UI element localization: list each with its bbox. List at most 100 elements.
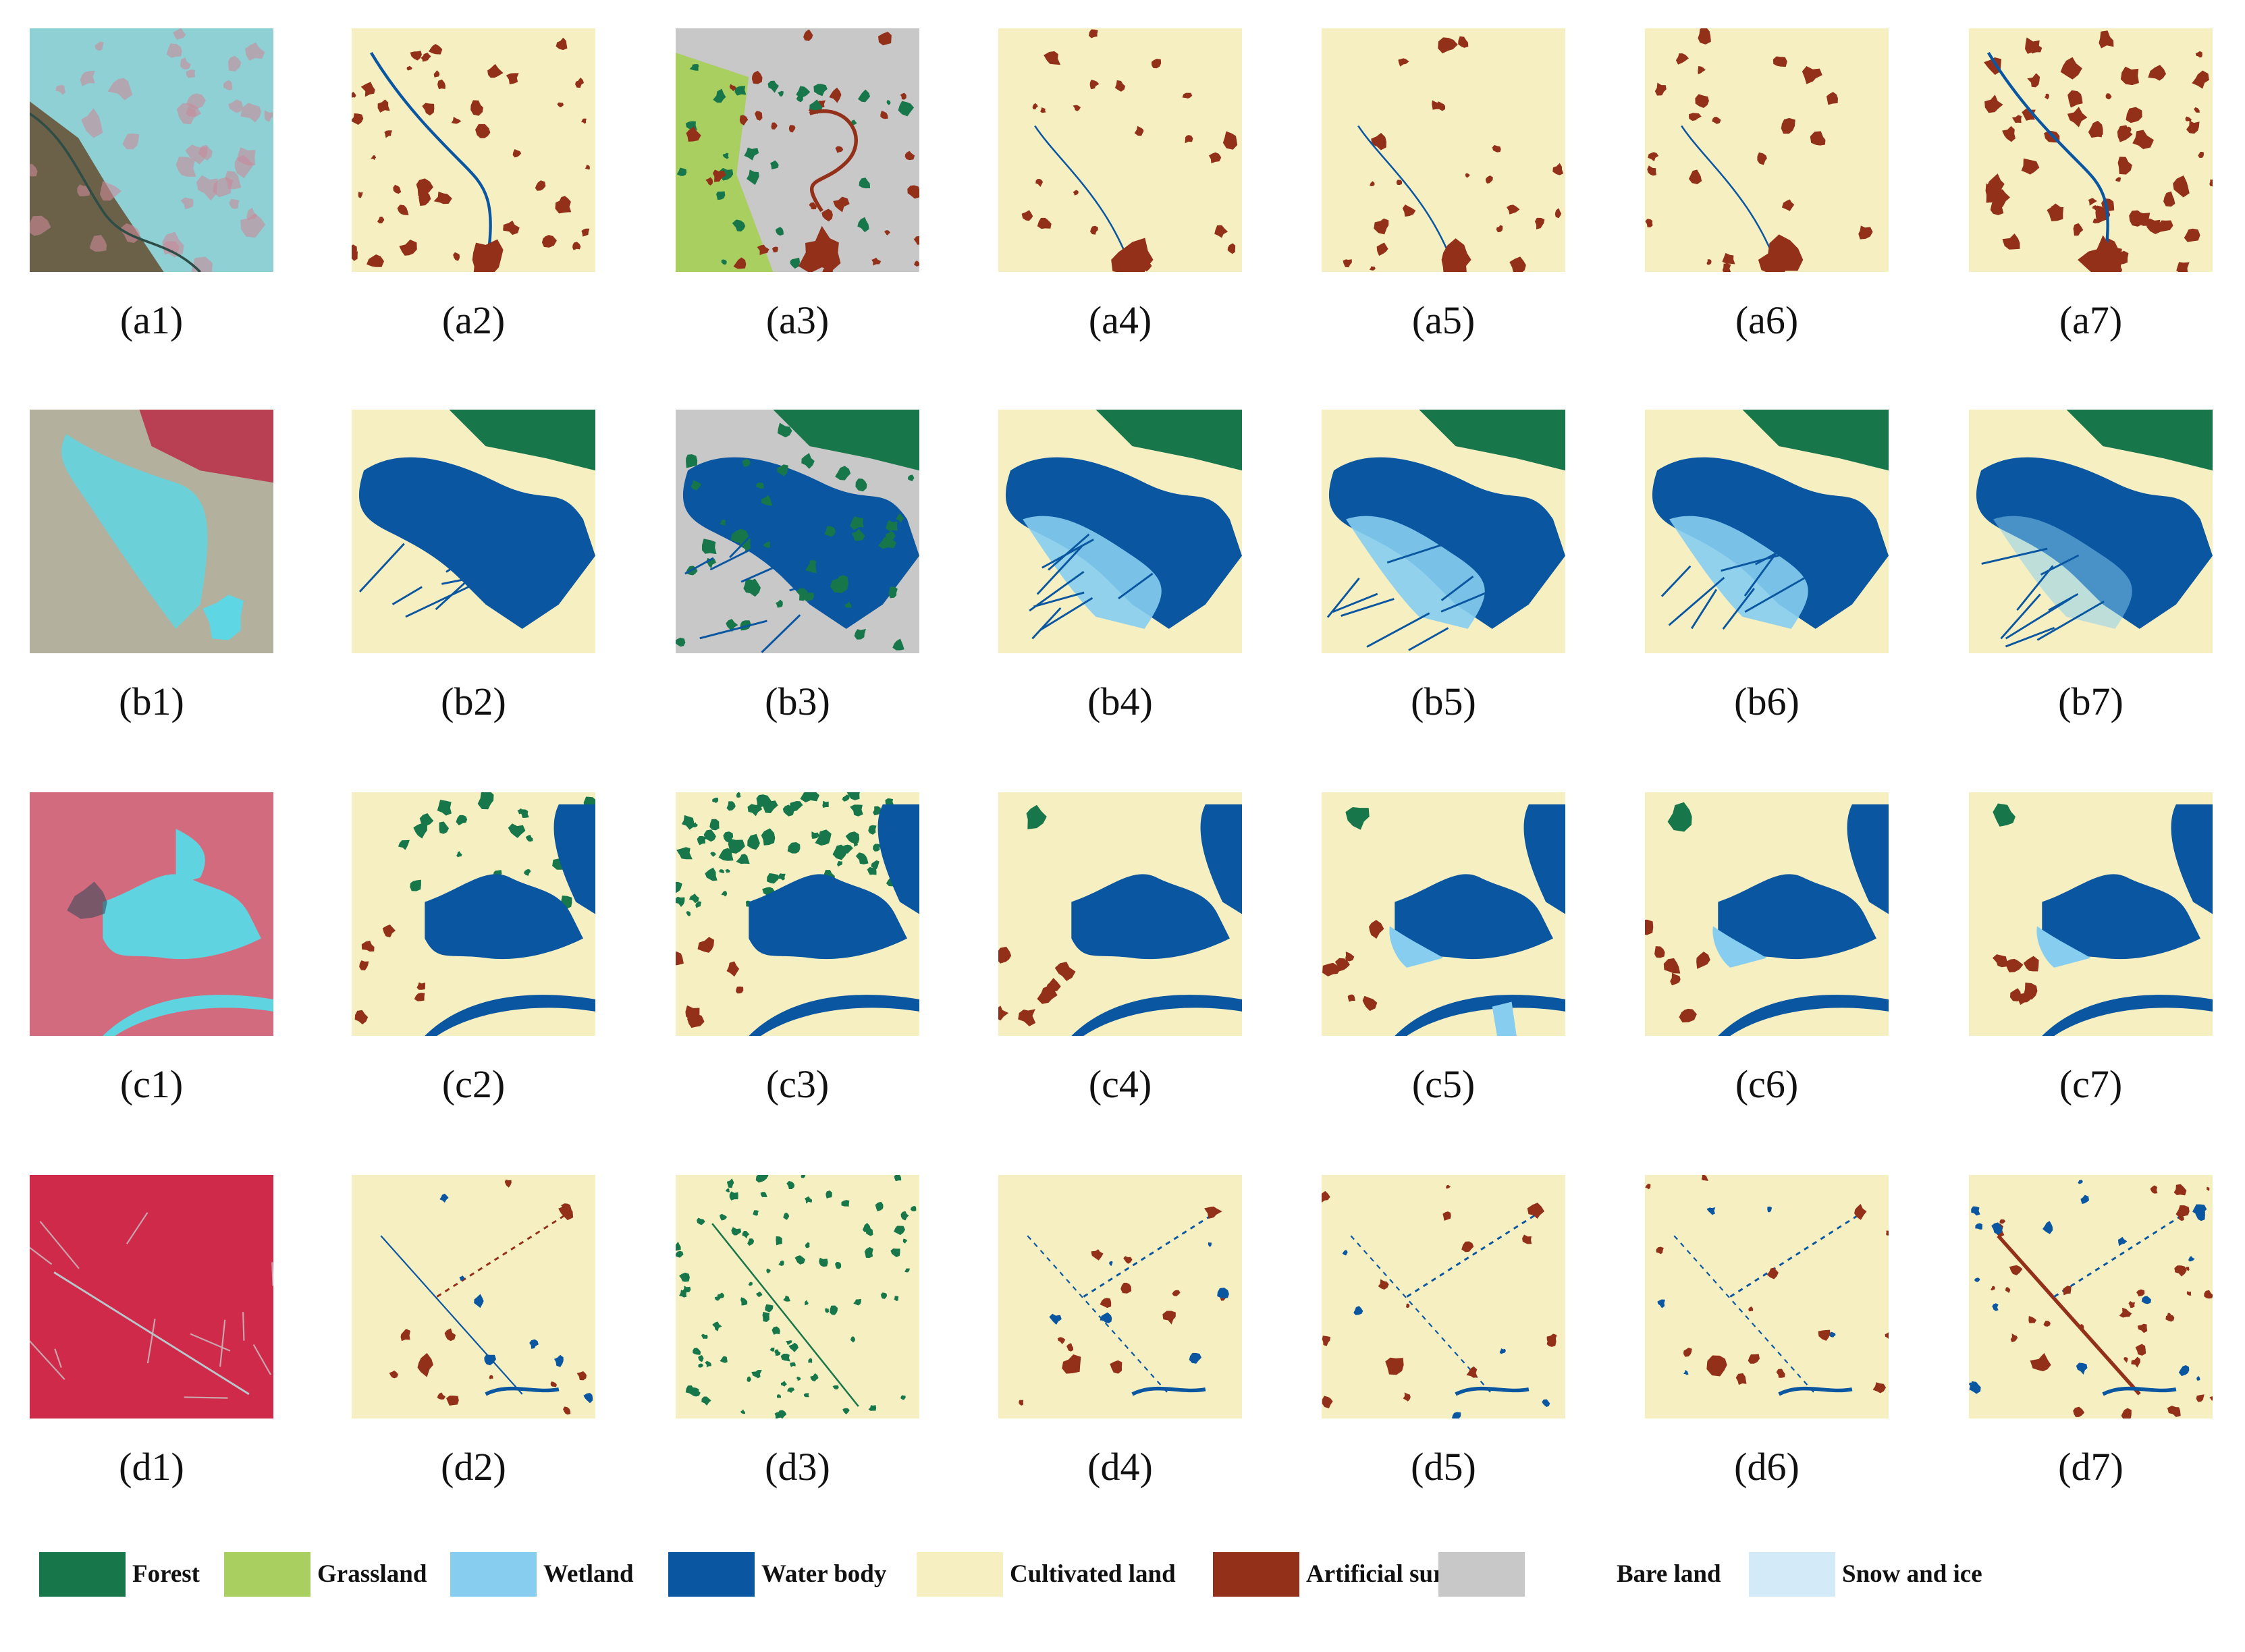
caption-b6: (b6)	[1734, 680, 1800, 723]
caption-c3: (c3)	[765, 1062, 830, 1106]
panel-b2-graphic	[352, 410, 595, 653]
panel-c3-land-cover-map	[676, 792, 919, 1036]
legend-label-grassland: Grassland	[317, 1560, 427, 1588]
panel-a4-land-cover-map	[998, 28, 1242, 272]
panel-d3-land-cover-map	[676, 1175, 919, 1419]
panel-a6-land-cover-map	[1645, 28, 1889, 272]
panel-d4-land-cover-map	[998, 1175, 1242, 1419]
legend-label-cultivated-land: Cultivated land	[1010, 1560, 1176, 1588]
legend: Forest Grassland Wetland Water body Cultivat…	[0, 1552, 2245, 1606]
caption-b7: (b7)	[2058, 680, 2124, 723]
legend-swatch-snow-and-ice	[1749, 1552, 1835, 1597]
panel-d7-land-cover-map	[1969, 1175, 2213, 1419]
panel-d1-satellite-image	[30, 1175, 273, 1419]
panel-a7-land-cover-map	[1969, 28, 2213, 272]
caption-c6: (c6)	[1735, 1062, 1799, 1106]
panel-c1-satellite-image	[30, 792, 273, 1036]
panel-c4-graphic	[998, 792, 1242, 1036]
panel-b5-land-cover-map	[1322, 410, 1565, 653]
caption-a4: (a4)	[1088, 298, 1152, 342]
legend-swatch-bare-land	[1438, 1552, 1525, 1597]
panel-c3-graphic	[676, 792, 919, 1036]
legend-swatch-water-body	[668, 1552, 755, 1597]
panel-a2-graphic	[352, 28, 595, 272]
legend-swatch-cultivated-land	[917, 1552, 1003, 1597]
caption-a2: (a2)	[441, 298, 506, 342]
caption-d1: (d1)	[119, 1445, 184, 1489]
caption-c4: (c4)	[1088, 1062, 1152, 1106]
caption-a3: (a3)	[765, 298, 830, 342]
panel-c6-land-cover-map	[1645, 792, 1889, 1036]
panel-c1-graphic	[30, 792, 273, 1036]
caption-c2: (c2)	[441, 1062, 506, 1106]
panel-b3-graphic	[676, 410, 919, 653]
panel-d5-land-cover-map	[1322, 1175, 1565, 1419]
legend-label-water-body: Water body	[761, 1560, 887, 1588]
caption-d7: (d7)	[2058, 1445, 2124, 1489]
panel-b3-land-cover-map	[676, 410, 919, 653]
panel-b2-land-cover-map	[352, 410, 595, 653]
caption-d3: (d3)	[765, 1445, 830, 1489]
panel-b7-land-cover-map	[1969, 410, 2213, 653]
caption-a6: (a6)	[1735, 298, 1799, 342]
caption-a1: (a1)	[119, 298, 184, 342]
panel-c5-graphic	[1322, 792, 1565, 1036]
panel-c7-land-cover-map	[1969, 792, 2213, 1036]
panel-a5-graphic	[1322, 28, 1565, 272]
panel-a6-graphic	[1645, 28, 1889, 272]
panel-a7-graphic	[1969, 28, 2213, 272]
legend-swatch-grassland	[224, 1552, 310, 1597]
panel-c2-graphic	[352, 792, 595, 1036]
panel-d4-graphic	[998, 1175, 1242, 1419]
panel-a3-land-cover-map	[676, 28, 919, 272]
caption-d6: (d6)	[1734, 1445, 1800, 1489]
panel-c6-graphic	[1645, 792, 1889, 1036]
panel-b1-graphic	[30, 410, 273, 653]
panel-a5-land-cover-map	[1322, 28, 1565, 272]
panel-a4-graphic	[998, 28, 1242, 272]
panel-d1-graphic	[30, 1175, 273, 1419]
legend-swatch-forest	[39, 1552, 126, 1597]
caption-b3: (b3)	[765, 680, 830, 723]
panel-c2-land-cover-map	[352, 792, 595, 1036]
caption-a5: (a5)	[1411, 298, 1476, 342]
panel-d6-land-cover-map	[1645, 1175, 1889, 1419]
caption-d2: (d2)	[441, 1445, 506, 1489]
caption-c5: (c5)	[1411, 1062, 1476, 1106]
panel-b6-land-cover-map	[1645, 410, 1889, 653]
caption-b2: (b2)	[441, 680, 506, 723]
panel-c5-land-cover-map	[1322, 792, 1565, 1036]
panel-d2-graphic	[352, 1175, 595, 1419]
legend-label-bare-land: Bare land	[1617, 1560, 1721, 1588]
panel-a1-graphic	[30, 28, 273, 272]
caption-d4: (d4)	[1087, 1445, 1153, 1489]
panel-c7-graphic	[1969, 792, 2213, 1036]
panel-a1-satellite-image	[30, 28, 273, 272]
panel-d6-graphic	[1645, 1175, 1889, 1419]
legend-swatch-artificial-surface	[1213, 1552, 1299, 1597]
panel-c4-land-cover-map	[998, 792, 1242, 1036]
panel-b6-graphic	[1645, 410, 1889, 653]
panel-b5-graphic	[1322, 410, 1565, 653]
caption-b5: (b5)	[1411, 680, 1476, 723]
panel-d7-graphic	[1969, 1175, 2213, 1419]
panel-b4-land-cover-map	[998, 410, 1242, 653]
panel-b7-graphic	[1969, 410, 2213, 653]
legend-label-snow-and-ice: Snow and ice	[1842, 1560, 1982, 1588]
legend-label-wetland: Wetland	[543, 1560, 634, 1588]
caption-c1: (c1)	[119, 1062, 184, 1106]
legend-swatch-wetland	[450, 1552, 537, 1597]
panel-a2-land-cover-map	[352, 28, 595, 272]
caption-d5: (d5)	[1411, 1445, 1476, 1489]
caption-b1: (b1)	[119, 680, 184, 723]
legend-label-forest: Forest	[132, 1560, 200, 1588]
panel-d2-land-cover-map	[352, 1175, 595, 1419]
caption-a7: (a7)	[2059, 298, 2123, 342]
caption-c7: (c7)	[2059, 1062, 2123, 1106]
panel-d3-graphic	[676, 1175, 919, 1419]
panel-b1-satellite-image	[30, 410, 273, 653]
panel-b4-graphic	[998, 410, 1242, 653]
caption-b4: (b4)	[1087, 680, 1153, 723]
panel-d5-graphic	[1322, 1175, 1565, 1419]
